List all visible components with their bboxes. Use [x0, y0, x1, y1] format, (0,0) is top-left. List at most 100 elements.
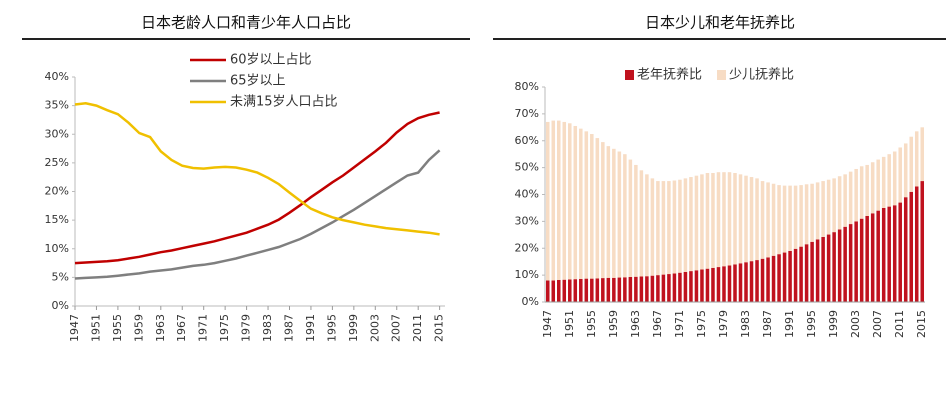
x-tick-label: 1975 — [218, 314, 231, 342]
bar-segment — [716, 172, 721, 268]
bar-segment — [705, 173, 710, 269]
bar-segment — [843, 174, 847, 227]
x-tick-label: 1955 — [111, 314, 124, 342]
bar-segment — [881, 156, 886, 208]
bar-segment — [859, 218, 864, 302]
bar-segment — [837, 229, 842, 302]
bar-segment — [590, 278, 594, 302]
bar-segment — [821, 236, 825, 302]
bar-segment — [628, 159, 633, 278]
bar-segment — [639, 276, 644, 302]
bar-segment — [623, 154, 627, 278]
bar-segment — [793, 185, 798, 249]
bar-segment — [579, 128, 583, 279]
bar-segment — [606, 277, 611, 302]
bar-segment — [826, 234, 831, 302]
bar-segment — [744, 175, 748, 263]
chart-title: 日本少儿和老年抚养比 — [645, 14, 795, 32]
bar-segment — [667, 181, 671, 275]
x-tick-label: 2015 — [433, 314, 446, 342]
bar-segment — [771, 255, 776, 302]
bar-segment — [716, 267, 721, 302]
bar-segment — [865, 164, 869, 216]
bar-segment — [799, 246, 803, 302]
y-tick-label: 40% — [515, 188, 539, 201]
bar-segment — [898, 202, 902, 302]
y-tick-label: 15% — [45, 213, 69, 226]
y-tick-label: 80% — [515, 80, 539, 93]
legend-label: 60岁以上占比 — [230, 53, 312, 68]
y-tick-label: 0% — [522, 295, 539, 308]
x-tick-label: 1947 — [68, 314, 81, 342]
bar-segment — [557, 279, 561, 302]
line — [74, 149, 441, 280]
bar-segment — [617, 151, 622, 278]
bar-segment — [881, 207, 886, 302]
bar-segment — [887, 154, 891, 207]
x-tick-label: 1987 — [282, 314, 295, 342]
x-tick-label: 1979 — [717, 310, 730, 338]
bar-segment — [700, 269, 704, 302]
bar-segment — [727, 265, 732, 302]
y-tick-label: 10% — [45, 242, 69, 255]
bar-segment — [700, 174, 704, 270]
bar-segment — [920, 181, 925, 302]
x-tick-label: 1971 — [673, 310, 686, 338]
bar-segment — [771, 183, 776, 256]
bar-segment — [601, 142, 605, 279]
x-tick-label: 1983 — [261, 314, 274, 342]
x-tick-label: 1971 — [197, 314, 210, 342]
bar-segment — [848, 224, 853, 302]
bar-segment — [755, 260, 759, 302]
bar-segment — [854, 221, 858, 302]
bar-segment — [711, 267, 715, 302]
bar-segment — [887, 206, 891, 302]
bar-segment — [683, 178, 688, 272]
bar-segment — [545, 121, 550, 281]
bar-segment — [788, 250, 792, 302]
y-tick-label: 25% — [45, 156, 69, 169]
y-tick-label: 40% — [45, 70, 69, 83]
bar-segment — [777, 185, 781, 255]
x-tick-label: 1967 — [175, 314, 188, 342]
x-tick-label: 2007 — [390, 314, 403, 342]
bar-segment — [722, 266, 726, 302]
y-tick-label: 10% — [515, 268, 539, 281]
bar-segment — [876, 159, 880, 211]
y-tick-label: 0% — [52, 299, 69, 312]
bar-segment — [914, 186, 919, 302]
x-tick-label: 1995 — [805, 310, 818, 338]
x-tick-label: 1959 — [607, 310, 620, 338]
bar-segment — [854, 168, 858, 222]
chart-title: 日本老龄人口和青少年人口占比 — [141, 14, 351, 32]
y-tick-label: 30% — [515, 214, 539, 227]
bar-segment — [826, 179, 831, 235]
bar-segment — [782, 185, 787, 253]
x-tick-label: 1963 — [629, 310, 642, 338]
bar-segment — [672, 180, 677, 274]
bar-segment — [689, 177, 693, 272]
x-tick-label: 1975 — [695, 310, 708, 338]
bar-segment — [738, 174, 743, 264]
bar-segment — [639, 170, 644, 277]
bar-segment — [678, 179, 682, 273]
bar-segment — [788, 185, 792, 251]
x-tick-label: 1947 — [541, 310, 554, 338]
y-tick-label: 20% — [45, 185, 69, 198]
bar-segment — [672, 273, 677, 302]
bar-segment — [727, 172, 732, 266]
x-tick-label: 1955 — [585, 310, 598, 338]
bar-segment — [557, 120, 561, 280]
bar-segment — [898, 147, 902, 203]
x-tick-label: 1951 — [563, 310, 576, 338]
bar-segment — [920, 127, 925, 182]
x-tick-label: 2011 — [411, 314, 424, 342]
bar-segment — [634, 164, 638, 277]
bar-segment — [738, 263, 743, 302]
bar-segment — [865, 216, 869, 302]
bar-segment — [562, 121, 567, 280]
x-tick-label: 1983 — [739, 310, 752, 338]
bar-segment — [568, 279, 572, 302]
legend-swatch — [717, 70, 726, 80]
x-tick-label: 2011 — [893, 310, 906, 338]
